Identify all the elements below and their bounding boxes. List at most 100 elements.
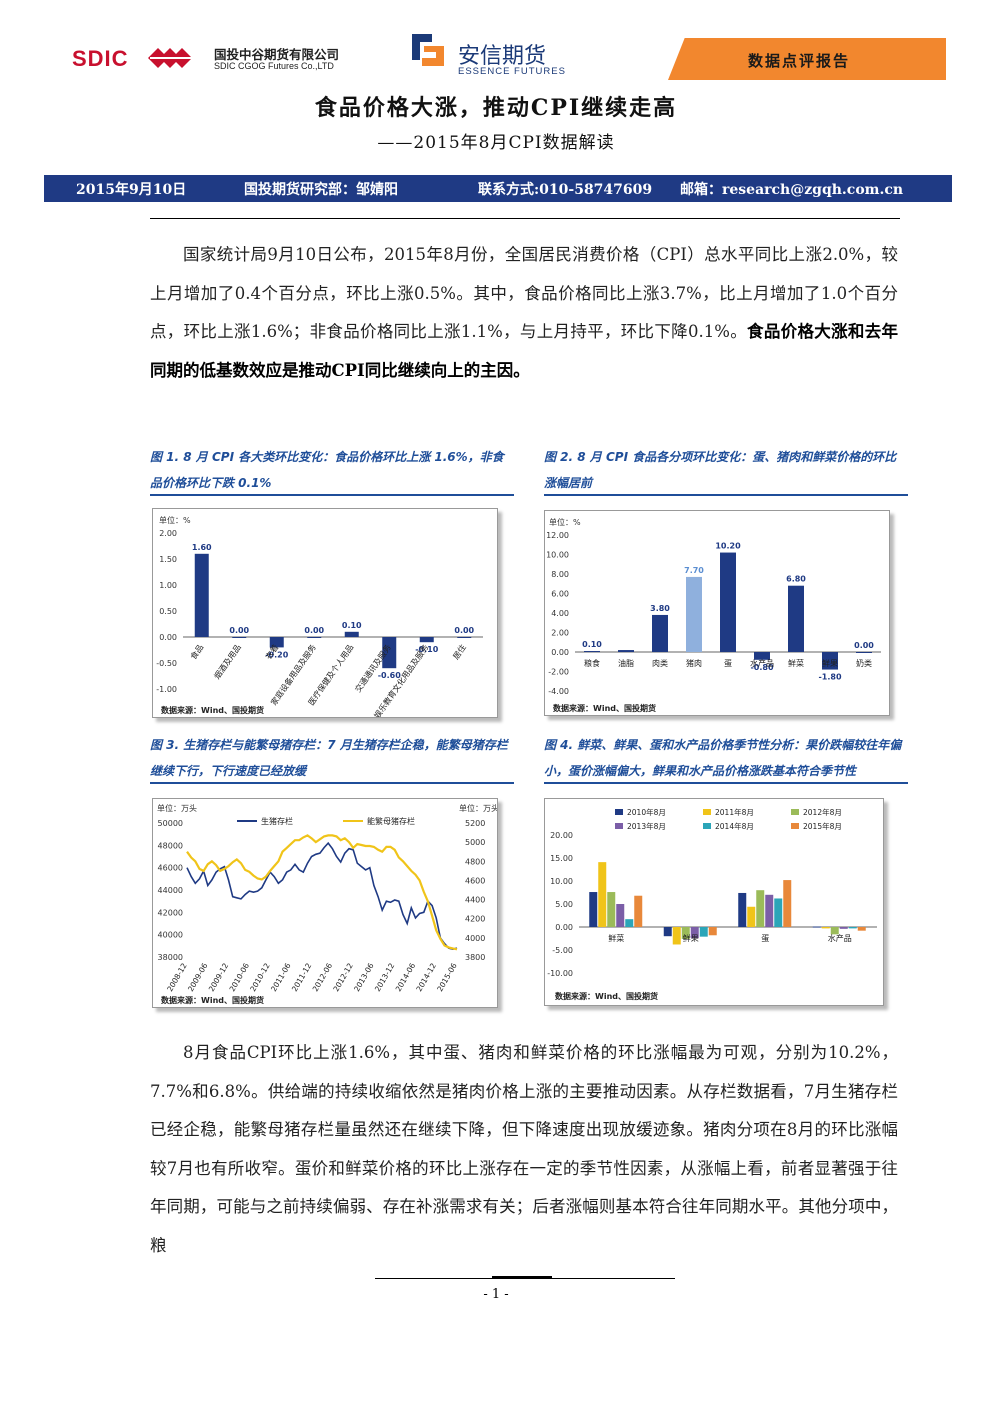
chart2-data-label: -0.80 (750, 663, 773, 672)
page-number: - 1 - (483, 1287, 509, 1302)
chart4-legend-swatch (615, 823, 623, 829)
fig1-rule (150, 494, 514, 496)
chart3-left-ytick: 50000 (158, 819, 183, 828)
chart4-bar (747, 906, 756, 927)
chart2-ytick: -2.00 (548, 668, 569, 677)
chart2-category-label: 猪肉 (686, 658, 702, 668)
chart3-left-ytick: 38000 (158, 953, 183, 962)
chart3-right-ytick: 4800 (465, 857, 485, 866)
chart2-ytick: 6.00 (551, 590, 569, 599)
chart1-bar (457, 637, 472, 638)
chart4-ytick: 10.00 (550, 877, 573, 886)
chart2-bar (652, 614, 668, 652)
chart4-bar (681, 927, 690, 939)
chart-4: 20.00 15.00 10.00 5.00 0.00 -5.00 -10.00 2010年8… (544, 798, 884, 1006)
chart4-source: 数据来源：Wind、国投期货 (555, 991, 658, 1001)
chart2-source: 数据来源：Wind、国投期货 (553, 703, 656, 713)
chart1-category-label: 烟酒及用品 (213, 643, 243, 681)
chart4-bar (699, 927, 708, 937)
chart4-bar (839, 927, 848, 929)
chart4-ytick: 20.00 (550, 831, 573, 840)
chart3-series-line (186, 834, 458, 951)
chart3-legend-label: 生猪存栏 (261, 816, 293, 826)
chart4-legend-label: 2015年8月 (803, 821, 842, 831)
chart2-bar (618, 650, 634, 652)
chart2-bar (788, 585, 804, 652)
intro-text: 国家统计局9月10日公布，2015年8月份，全国居民消费价格（CPI）总水平同比… (150, 245, 898, 341)
chart4-bar (598, 862, 607, 927)
chart3-left-ytick: 42000 (158, 908, 183, 917)
chart3-series-line (186, 841, 458, 951)
chart3-right-ytick: 4400 (465, 896, 485, 905)
chart2-bar (754, 652, 770, 660)
chart-2: 单位：% 12.00 10.00 8.00 6.00 4.00 2.00 0.00 -2.00 -… (544, 510, 890, 716)
chart2-bar (720, 552, 736, 652)
chart4-ytick: -5.00 (552, 946, 573, 955)
report-date: 2015年9月10日 (76, 182, 187, 198)
chart4-bar (634, 895, 643, 927)
fig4-caption: 图 4. 鲜菜、鲜果、蛋和水产品价格季节性分析：果价跌幅较往年偏小，蛋价涨幅偏大… (544, 738, 902, 778)
chart1-bar (382, 637, 397, 669)
analysis-paragraph: 8月食品CPI环比上涨1.6%，其中蛋、猪肉和鲜菜价格的环比涨幅最为可观，分别为… (150, 1043, 898, 1255)
chart2-category-label: 鲜菜 (788, 658, 804, 668)
chart1-bar (419, 637, 434, 643)
chart3-left-ytick: 46000 (158, 864, 183, 873)
chart2-bar (686, 576, 702, 652)
chart3-right-ytick: 3800 (465, 953, 485, 962)
chart3-left-unit: 单位：万头 (157, 803, 197, 813)
chart3-xtick: 2015-06 (435, 961, 459, 993)
sdic-logo-icon (148, 48, 200, 68)
intro-bold-text: 食品价格大涨和去年同期的低基数效应是推动CPI同比继续向上的主因。 (150, 322, 899, 380)
chart2-ytick: 12.00 (546, 531, 569, 540)
fig3-rule (150, 782, 514, 784)
author-dept: 国投期货研究部：邹婧阳 (244, 182, 398, 198)
chart1-bar (232, 637, 247, 638)
chart3-left-ytick: 48000 (158, 841, 183, 850)
chart1-data-label: 1.60 (192, 543, 212, 552)
chart3-legend-label: 能繁母猪存栏 (367, 816, 415, 826)
chart4-bar (738, 892, 747, 927)
chart-4-svg: 20.00 15.00 10.00 5.00 0.00 -5.00 -10.00 2010年8… (547, 807, 877, 1001)
chart2-data-label: -1.80 (818, 673, 841, 682)
chart4-bar (821, 927, 830, 929)
chart4-bar (857, 927, 866, 931)
chart2-ytick: 4.00 (551, 609, 569, 618)
chart4-bar (690, 927, 699, 939)
chart4-bar (607, 892, 616, 927)
contact-email: 邮箱：research@zgqh.com.cn (680, 182, 904, 198)
chart1-data-label: -0.20 (265, 650, 288, 659)
chart-1: 单位：% 2.00 1.50 1.00 0.50 0.00 -0.50 -1.00 1.60 食品… (152, 508, 498, 720)
chart4-ytick: -10.00 (547, 969, 573, 978)
info-bar: 2015年9月10日 国投期货研究部：邹婧阳 联系方式:010-58747609… (44, 175, 952, 202)
chart1-ytick: -1.00 (156, 685, 177, 694)
fig3-caption: 图 3. 生猪存栏与能繁母猪存栏：7 月生猪存栏企稳，能繁母猪存栏继续下行，下行… (150, 738, 508, 778)
fig2-caption: 图 2. 8 月 CPI 食品各分项环比变化：蛋、猪肉和鲜菜价格的环比涨幅居前 (544, 450, 897, 490)
chart2-data-label: 0.10 (582, 640, 602, 649)
chart2-category-label: 蛋 (724, 659, 732, 668)
chart4-bar (812, 926, 821, 928)
chart1-source: 数据来源：Wind、国投期货 (161, 705, 264, 715)
chart4-legend-swatch (615, 809, 623, 815)
chart2-bar (584, 651, 600, 653)
chart2-ytick: 8.00 (551, 570, 569, 579)
chart-1-svg: 单位：% 2.00 1.50 1.00 0.50 0.00 -0.50 -1.00 1.60 食品… (156, 515, 483, 720)
footer-rule (375, 1278, 675, 1279)
chart2-category-label: 鲜果 (822, 658, 838, 668)
chart4-ytick: 5.00 (555, 900, 573, 909)
chart4-bar (708, 927, 717, 936)
chart4-legend-label: 2013年8月 (627, 821, 666, 831)
chart4-legend-swatch (791, 823, 799, 829)
chart2-ytick: -4.00 (548, 687, 569, 696)
chart4-category-label: 水产品 (828, 933, 852, 943)
chart4-legend-label: 2014年8月 (715, 821, 754, 831)
chart1-data-label: 0.00 (229, 626, 249, 635)
chart2-category-label: 奶类 (856, 658, 872, 668)
partner-name-cn: 安信期货 (458, 44, 547, 69)
chart4-category-label: 蛋 (761, 934, 769, 943)
divider (150, 218, 900, 219)
chart4-bar (783, 880, 792, 927)
chart1-category-label: 交通通讯及服务 (353, 642, 393, 694)
chart-3-svg: 单位：万头 单位：万头 50000 48000 46000 44000 42000 40000… (157, 803, 499, 1005)
chart2-data-label: 10.20 (715, 542, 741, 551)
chart1-ytick: 1.50 (159, 555, 177, 564)
